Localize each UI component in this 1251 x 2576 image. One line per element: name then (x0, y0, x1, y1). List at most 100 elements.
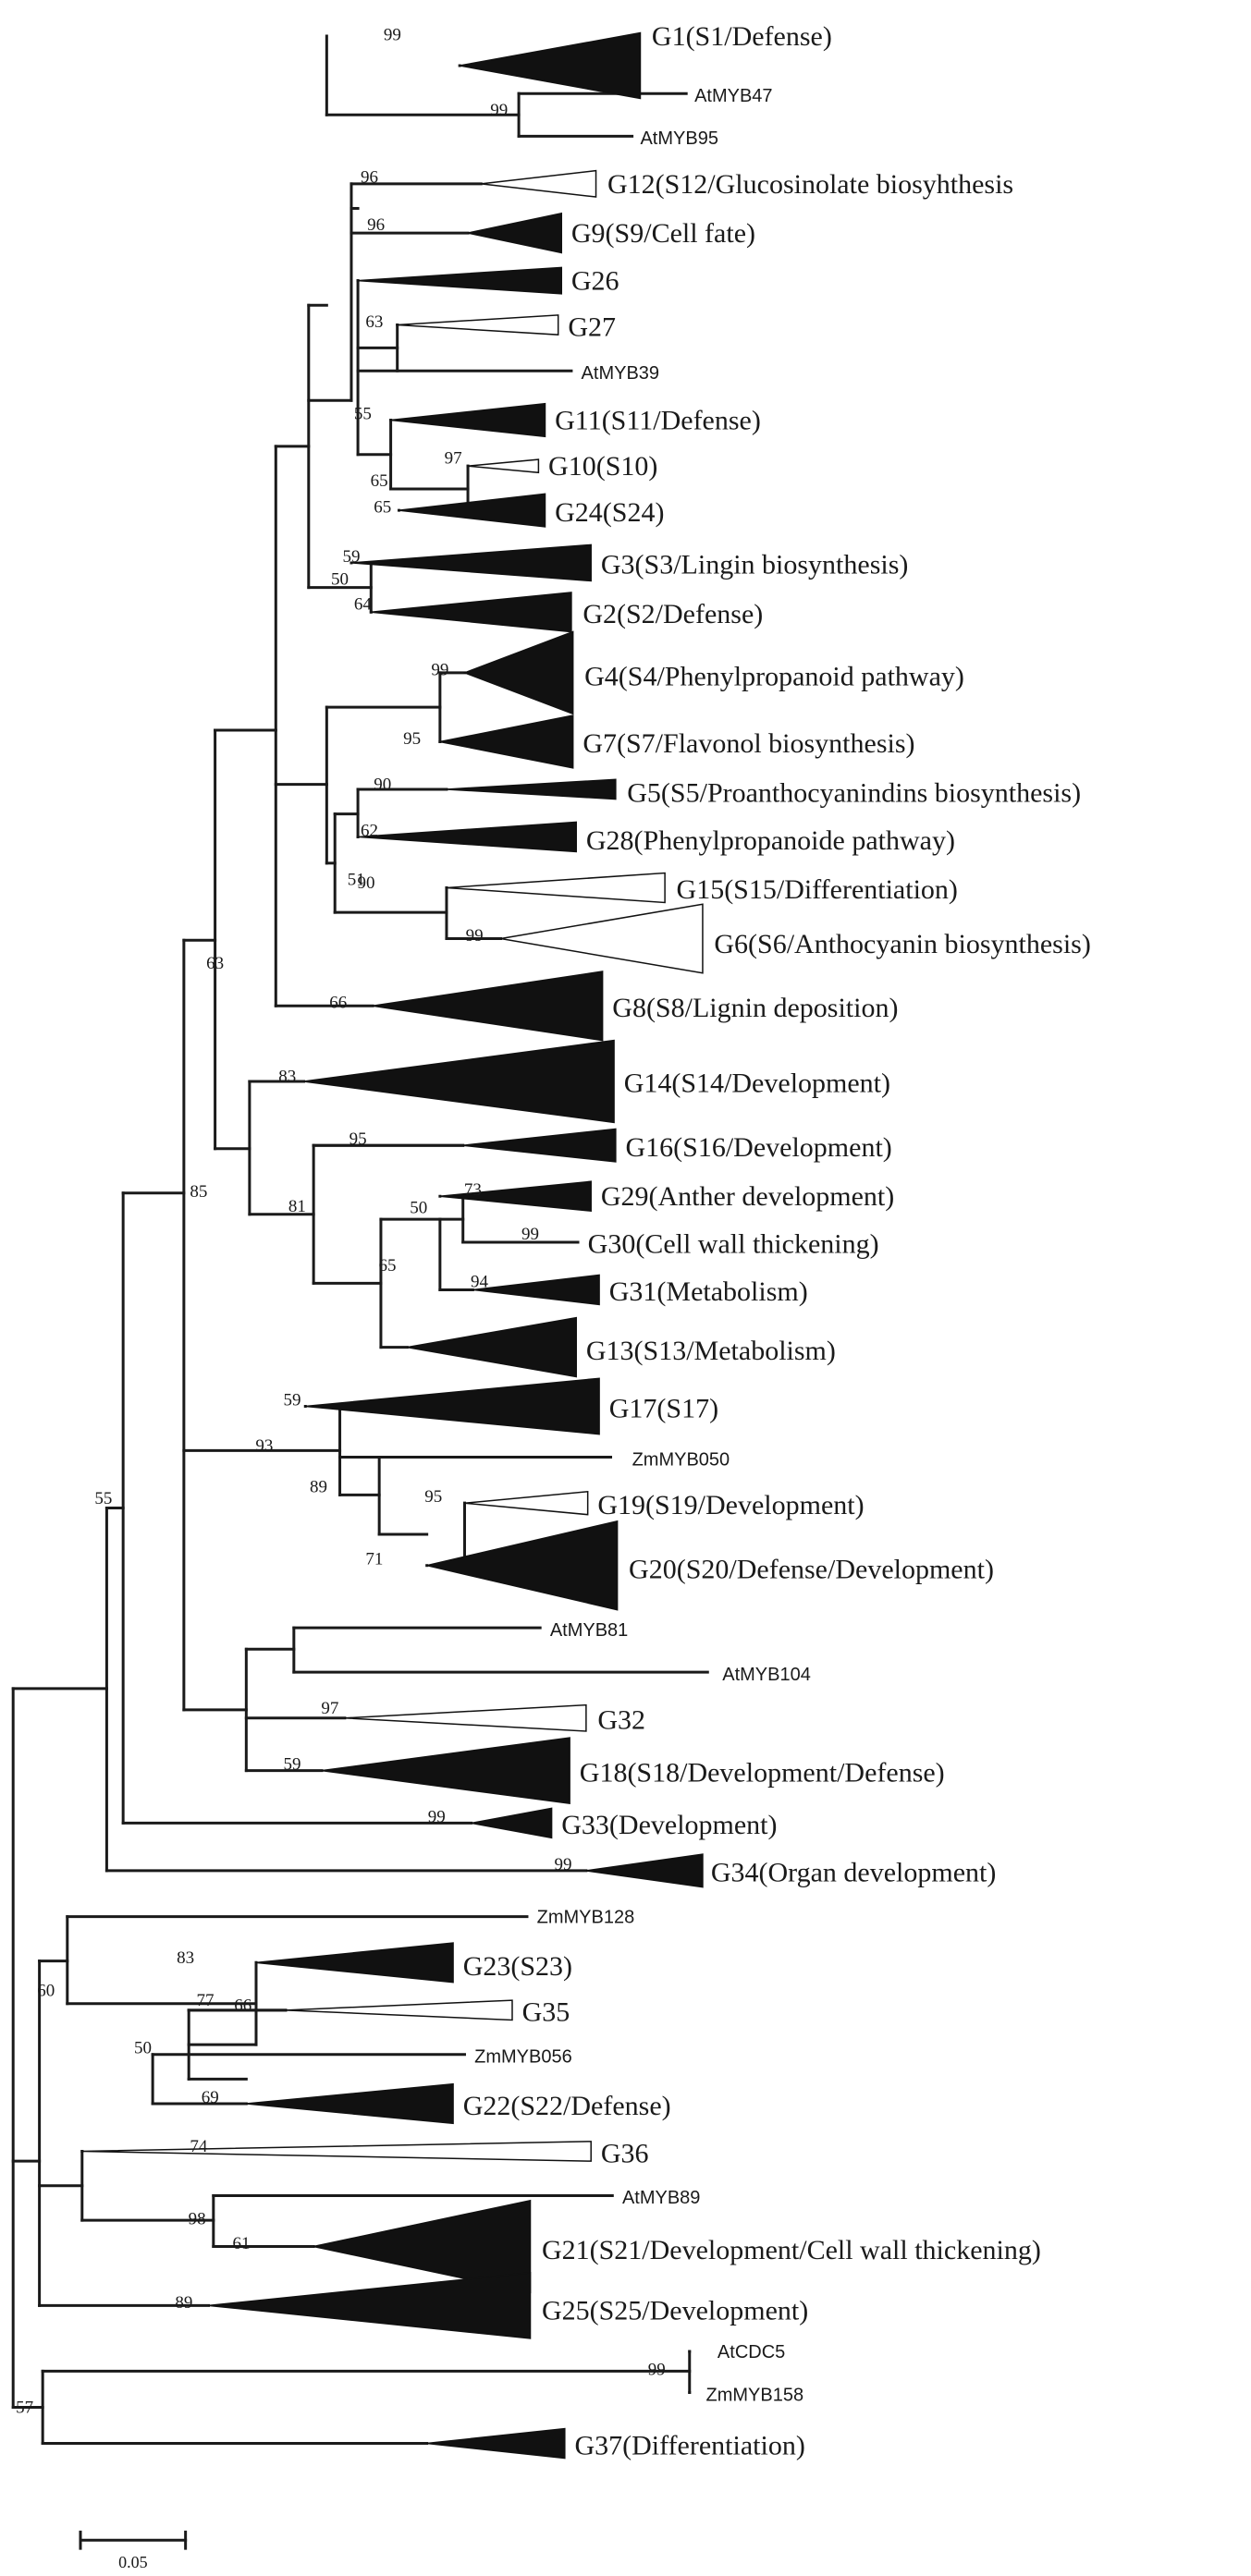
bootstrap-value: 77 (196, 1991, 214, 2010)
bootstrap-value: 96 (361, 168, 378, 188)
tip-label-atcdc5: AtCDC5 (717, 2342, 785, 2362)
tip-label-g12: G12(S12/Glucosinolate biosyhthesis (607, 169, 1013, 200)
bootstrap-value: 94 (471, 1273, 489, 1292)
bootstrap-value: 71 (365, 1550, 383, 1569)
tip-label-zmmyb158: ZmMYB158 (706, 2385, 804, 2405)
clade-triangle-g35 (285, 1999, 513, 2021)
clade-triangle-g32 (344, 1703, 587, 1732)
bootstrap-value: 59 (342, 547, 360, 567)
bootstrap-value: 51 (348, 871, 365, 890)
bootstrap-value: 65 (371, 471, 388, 491)
bootstrap-value: 97 (445, 448, 462, 468)
tip-label-g24: G24(S24) (555, 497, 664, 528)
bootstrap-value: 90 (374, 775, 391, 795)
bootstrap-value: 89 (310, 1477, 327, 1496)
clade-triangle-g8 (372, 971, 604, 1042)
tip-label-g29: G29(Anther development) (601, 1181, 894, 1212)
bootstrap-value: 83 (177, 1948, 194, 1968)
bootstrap-value: 50 (410, 1199, 427, 1218)
tip-label-g20: G20(S20/Defense/Development) (629, 1554, 994, 1584)
bootstrap-value: 99 (384, 25, 401, 44)
bootstrap-value: 95 (403, 729, 421, 749)
clade-triangle-g27 (397, 314, 559, 336)
bootstrap-value: 85 (190, 1182, 207, 1202)
bootstrap-value: 90 (357, 873, 374, 893)
bootstrap-value: 61 (233, 2234, 251, 2253)
tip-label-g2: G2(S2/Defense) (583, 599, 763, 629)
clade-triangle-g33 (471, 1807, 553, 1839)
tip-label-g14: G14(S14/Development) (624, 1068, 890, 1099)
bootstrap-value: 97 (321, 1699, 338, 1718)
bootstrap-value: 60 (37, 1982, 55, 2001)
bootstrap-value: 98 (189, 2209, 206, 2228)
bootstrap-value: 99 (428, 1807, 446, 1826)
clade-triangle-g28 (358, 821, 577, 853)
clade-triangle-g12 (481, 169, 597, 198)
tip-label-g11: G11(S11/Defense) (555, 405, 761, 435)
bootstrap-value: 69 (202, 2088, 219, 2107)
bootstrap-value: 62 (361, 821, 378, 840)
tip-label-g7: G7(S7/Flavonol biosynthesis) (583, 728, 914, 759)
tip-label-g13: G13(S13/Metabolism) (586, 1336, 836, 1366)
tip-label-atmyb104: AtMYB104 (722, 1665, 811, 1685)
clade-triangle-g19 (464, 1490, 589, 1516)
clade-triangle-g4 (462, 630, 574, 715)
tip-label-zmmyb056: ZmMYB056 (474, 2047, 572, 2068)
bootstrap-value: 57 (16, 2398, 33, 2417)
tip-label-g8: G8(S8/Lignin deposition) (612, 993, 898, 1023)
tip-label-g1: G1(S1/Defense) (652, 21, 832, 52)
tip-label-g33: G33(Development) (561, 1810, 777, 1840)
clade-triangle-g26 (358, 266, 563, 295)
branch-group (11, 34, 709, 2446)
tip-label-g18: G18(S18/Development/Defense) (580, 1757, 945, 1788)
tip-label-atmyb39: AtMYB39 (582, 363, 659, 384)
clade-triangle-g16 (462, 1128, 617, 1163)
tip-label-g17: G17(S17) (609, 1393, 718, 1423)
clade-triangle-g23 (255, 1942, 454, 1984)
tip-label-g25: G25(S25/Development) (542, 2296, 808, 2326)
bootstrap-value: 63 (206, 954, 224, 973)
tip-label-g19: G19(S19/Development) (597, 1490, 864, 1520)
clade-triangle-g34 (585, 1853, 704, 1888)
tip-label-g34: G34(Organ development) (711, 1858, 997, 1888)
tip-label-g35: G35 (522, 1997, 570, 2028)
tip-label-g26: G26 (571, 266, 619, 297)
bootstrap-value: 55 (354, 404, 372, 423)
tip-label-g4: G4(S4/Phenylpropanoid pathway) (584, 661, 964, 691)
tip-label-g16: G16(S16/Development) (626, 1132, 892, 1163)
clade-triangle-g18 (321, 1737, 570, 1804)
bootstrap-value: 96 (367, 215, 385, 235)
tip-label-group: G1(S1/Defense) AtMYB47 AtMYB95 G12(S12/Gluc… (463, 21, 1091, 2460)
clade-triangle-g17 (305, 1377, 600, 1435)
tip-label-g31: G31(Metabolism) (609, 1276, 808, 1307)
bootstrap-value: 50 (331, 570, 349, 590)
clade-triangle-g29 (439, 1180, 592, 1213)
bootstrap-value: 66 (329, 994, 347, 1013)
tip-label-g27: G27 (568, 311, 616, 342)
clade-triangle-group (81, 31, 704, 2460)
clade-triangle-g2 (371, 592, 572, 633)
bootstrap-value: 59 (284, 1755, 301, 1775)
bootstrap-value: 93 (255, 1436, 273, 1456)
tip-label-g6: G6(S6/Anthocyanin biosynthesis) (714, 929, 1090, 959)
tip-label-zmmyb128: ZmMYB128 (537, 1908, 635, 1928)
bootstrap-value: 55 (94, 1489, 112, 1508)
clade-triangle-g11 (390, 402, 546, 438)
tip-label-g30: G30(Cell wall thickening) (588, 1229, 879, 1260)
tip-label-g28: G28(Phenylpropanoide pathway) (586, 825, 955, 856)
tip-label-g10: G10(S10) (548, 451, 657, 482)
bootstrap-value: 99 (490, 101, 508, 120)
bootstrap-value: 63 (365, 312, 383, 332)
clade-triangle-g22 (246, 2082, 454, 2125)
tip-label-g37: G37(Differentiation) (574, 2430, 804, 2460)
bootstrap-value: 89 (175, 2293, 192, 2313)
clade-triangle-g10 (467, 458, 540, 474)
bootstrap-value: 95 (424, 1487, 442, 1507)
bootstrap-value: 99 (521, 1225, 539, 1244)
tip-label-g36: G36 (601, 2138, 649, 2168)
bootstrap-value: 59 (284, 1390, 301, 1410)
clade-triangle-g3 (350, 543, 592, 582)
tip-label-g32: G32 (597, 1705, 645, 1736)
tip-label-g23: G23(S23) (463, 1951, 572, 1982)
